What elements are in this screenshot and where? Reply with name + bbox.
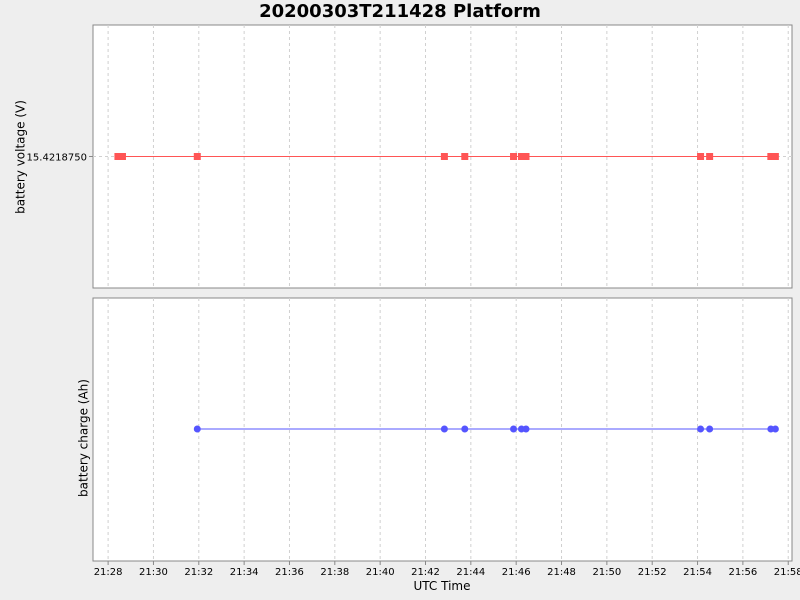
series-voltage: [114, 153, 779, 160]
data-point-charge: [510, 425, 518, 433]
x-tick-label: 21:52: [638, 567, 667, 578]
chart-title: 20200303T211428 Platform: [259, 1, 541, 22]
data-point-voltage: [771, 153, 779, 160]
x-tick-label: 21:56: [728, 567, 757, 578]
data-point-voltage: [697, 153, 705, 160]
data-point-charge: [706, 425, 714, 433]
x-tick-label: 21:58: [774, 567, 800, 578]
x-axis-ticks: 21:28 21:30 21:32 21:34 21:36 21:38 21:40 21:42…: [94, 561, 800, 578]
data-point-voltage: [114, 153, 122, 160]
x-tick-label: 21:50: [592, 567, 621, 578]
data-point-voltage: [461, 153, 469, 160]
data-point-voltage: [767, 153, 775, 160]
x-tick-label: 21:32: [184, 567, 213, 578]
x-tick-label: 21:38: [320, 567, 349, 578]
data-point-charge: [522, 425, 530, 433]
data-point-voltage: [522, 153, 530, 160]
data-point-charge: [771, 425, 779, 433]
data-point-charge: [461, 425, 469, 433]
data-point-charge: [440, 425, 448, 433]
x-tick-label: 21:48: [547, 567, 576, 578]
x-tick-label: 21:36: [275, 567, 304, 578]
data-point-voltage: [118, 153, 126, 160]
x-tick-label: 21:28: [94, 567, 123, 578]
x-tick-label: 21:44: [456, 567, 485, 578]
y-ticks-voltage: 15.4218750: [27, 153, 93, 164]
x-tick-label: 21:30: [139, 567, 168, 578]
series-charge: [193, 425, 779, 433]
x-axis-label: UTC Time: [414, 579, 471, 593]
x-tick-label: 21:34: [230, 567, 259, 578]
x-tick-label: 21:40: [366, 567, 395, 578]
x-tick-label: 21:54: [683, 567, 712, 578]
data-point-voltage: [517, 153, 525, 160]
y-axis-label-charge: battery charge (Ah): [77, 379, 91, 497]
data-point-voltage: [440, 153, 448, 160]
y-axis-label-voltage: battery voltage (V): [14, 100, 28, 214]
y-tick-label: 15.4218750: [27, 153, 87, 164]
data-point-charge: [697, 425, 705, 433]
gridlines-charge: [107, 298, 789, 561]
data-point-voltage: [706, 153, 714, 160]
data-point-voltage: [193, 153, 201, 160]
data-point-charge: [193, 425, 201, 433]
x-tick-label: 21:46: [502, 567, 531, 578]
data-point-voltage: [510, 153, 518, 160]
x-tick-label: 21:42: [411, 567, 440, 578]
